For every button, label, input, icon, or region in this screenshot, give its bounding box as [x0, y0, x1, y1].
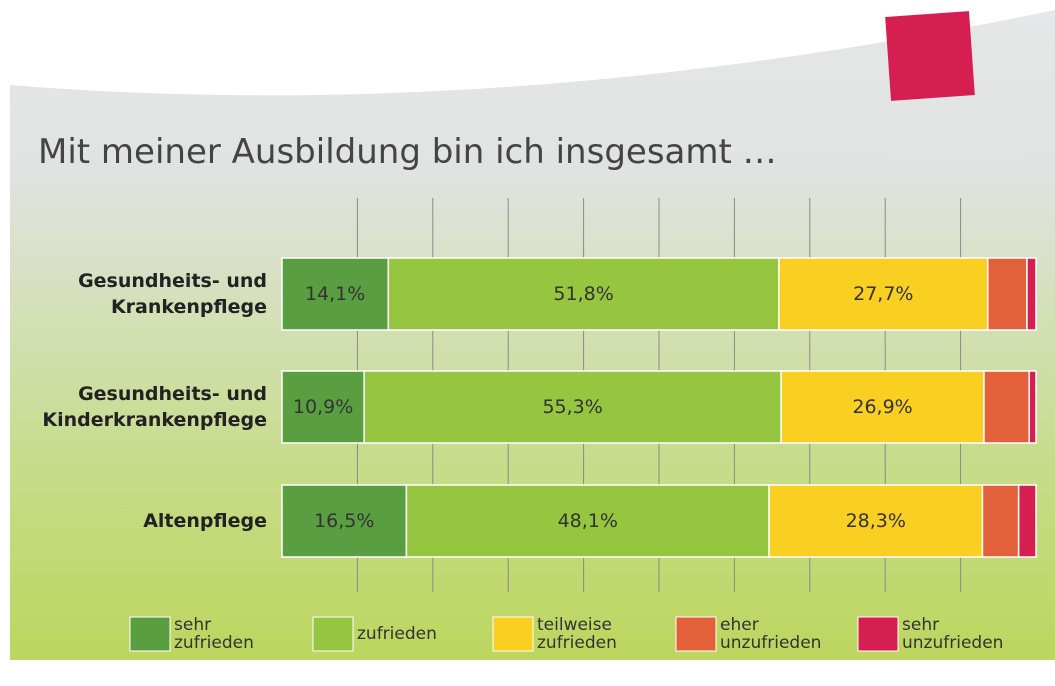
bar-segment: [983, 370, 1030, 444]
panel: [10, 10, 1055, 660]
legend-label: zufrieden: [357, 624, 437, 644]
bar-segment: [986, 257, 1028, 331]
value-label: 28,3%: [845, 510, 906, 532]
legend-label: sehr zufrieden: [174, 615, 254, 653]
bar-segment: [981, 484, 1020, 558]
bar-segment: [1028, 370, 1037, 444]
bar-segment: [768, 484, 984, 558]
legend-swatch: [312, 616, 354, 652]
bar-segment: [363, 370, 782, 444]
category-label: Altenpflege: [143, 510, 267, 532]
legend-label: sehr unzufrieden: [902, 615, 1004, 653]
value-label: 55,3%: [542, 396, 603, 418]
legend-swatch: [129, 616, 171, 652]
bar-segment: [1026, 257, 1037, 331]
value-label: 27,7%: [853, 283, 914, 305]
legend-swatch: [675, 616, 717, 652]
bar-segment: [1017, 484, 1037, 558]
legend-label: eher unzufrieden: [720, 615, 822, 653]
bar-segment: [281, 370, 365, 444]
legend-label: teilweise zufrieden: [537, 615, 617, 653]
value-label: 51,8%: [553, 283, 614, 305]
bar-segment: [780, 370, 985, 444]
chart-title: Mit meiner Ausbildung bin ich insgesamt …: [38, 132, 777, 172]
value-label: 14,1%: [304, 283, 366, 305]
bar-segment: [281, 484, 408, 558]
value-label: 16,5%: [314, 510, 375, 532]
bar-segment: [387, 257, 780, 331]
value-label: 26,9%: [852, 396, 913, 418]
bar-segment: [405, 484, 770, 558]
category-label: Gesundheits- und Kinderkrankenpflege: [42, 383, 267, 431]
legend-swatch: [857, 616, 899, 652]
logo-square: [885, 11, 975, 101]
bar-segment: [778, 257, 989, 331]
value-label: 10,9%: [292, 396, 354, 418]
legend-swatch: [492, 616, 534, 652]
category-label: Gesundheits- und Krankenpflege: [78, 270, 267, 318]
value-label: 48,1%: [557, 510, 618, 532]
